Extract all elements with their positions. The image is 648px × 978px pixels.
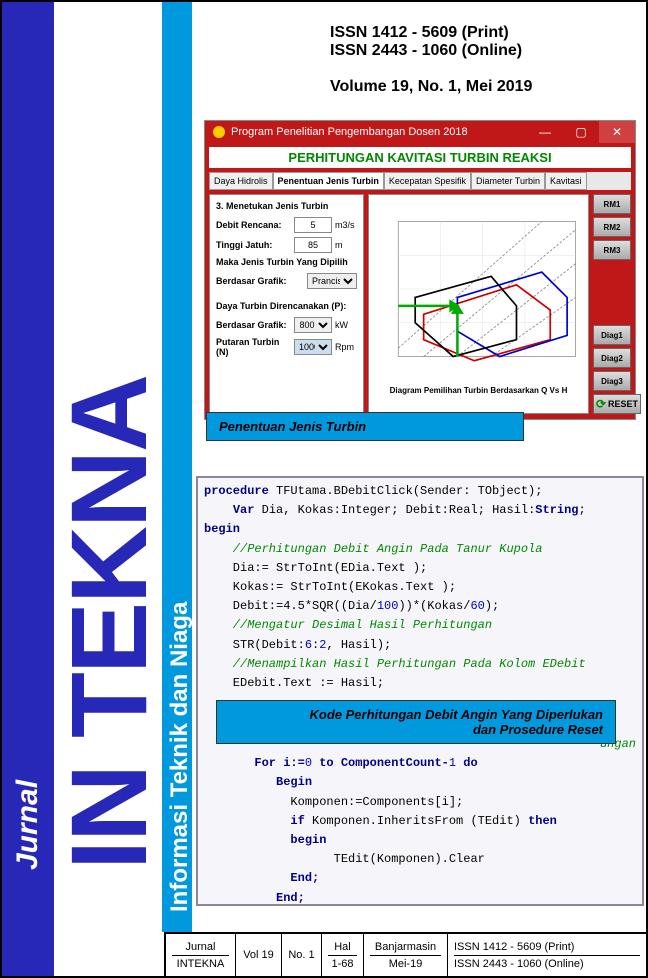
debit-unit: m3/s bbox=[335, 220, 357, 230]
window-controls: — ▢ ✕ bbox=[527, 121, 635, 143]
rm2-button[interactable]: RM2 bbox=[593, 217, 631, 237]
footer-pages: 1-68 bbox=[331, 958, 353, 970]
daya-unit: kW bbox=[335, 320, 357, 330]
tab-daya[interactable]: Daya Hidrolis bbox=[209, 172, 273, 190]
tab-bar: Daya Hidrolis Penentuan Jenis Turbin Kec… bbox=[209, 172, 631, 190]
caption-penentuan: Penentuan Jenis Turbin bbox=[206, 412, 524, 441]
reset-icon: ⟳ bbox=[596, 397, 606, 411]
footer-jurnal: Jurnal bbox=[172, 941, 229, 956]
footer-date: Mei-19 bbox=[389, 958, 423, 970]
window-titlebar: Program Penelitian Pengembangan Dosen 20… bbox=[205, 121, 635, 143]
tinggi-unit: m bbox=[335, 240, 357, 250]
app-heading: PERHITUNGAN KAVITASI TURBIN REAKSI bbox=[209, 147, 631, 168]
issn-print: ISSN 1412 - 5609 (Print) bbox=[330, 24, 630, 42]
tinggi-label: Tinggi Jatuh: bbox=[216, 240, 291, 250]
tab-kavitasi[interactable]: Kavitasi bbox=[545, 172, 587, 190]
tinggi-input[interactable] bbox=[294, 237, 332, 253]
sidebar-subtitle: Informasi Teknik dan Niaga bbox=[166, 602, 194, 912]
chart-panel: Diagram Pemilihan Turbin Berdasarkan Q V… bbox=[368, 194, 589, 414]
putaran-label: Putaran Turbin (N) bbox=[216, 337, 291, 357]
reset-button[interactable]: ⟳RESET bbox=[593, 394, 641, 414]
tab-penentuan[interactable]: Penentuan Jenis Turbin bbox=[273, 172, 384, 190]
sidebar-jurnal-label: Jurnal bbox=[11, 780, 45, 870]
berdasar-select[interactable]: Prancis bbox=[307, 273, 357, 289]
daya-grafik-select[interactable]: 800 bbox=[294, 317, 332, 333]
side-buttons: RM1 RM2 RM3 Diag1 Diag2 Diag3 ⟳RESET bbox=[593, 194, 631, 414]
berdasar-label: Berdasar Grafik: bbox=[216, 276, 304, 286]
minimize-icon[interactable]: — bbox=[527, 121, 563, 143]
form-panel: 3. Menetukan Jenis Turbin Debit Rencana:… bbox=[209, 194, 364, 414]
turbine-chart bbox=[373, 199, 584, 379]
daya-grafik-label: Berdasar Grafik: bbox=[216, 320, 291, 330]
debit-input[interactable] bbox=[294, 217, 332, 233]
close-icon[interactable]: ✕ bbox=[599, 121, 635, 143]
footer-issn-print: ISSN 1412 - 5609 (Print) bbox=[454, 941, 640, 956]
footer-no: No. 1 bbox=[282, 934, 322, 976]
diag3-button[interactable]: Diag3 bbox=[593, 371, 631, 391]
daya-title: Daya Turbin Direncanakan (P): bbox=[216, 301, 357, 311]
form-section-title: 3. Menetukan Jenis Turbin bbox=[216, 201, 357, 211]
footer-intekna: INTEKNA bbox=[177, 958, 225, 970]
footer-vol: Vol 19 bbox=[236, 934, 282, 976]
window-title-text: Program Penelitian Pengembangan Dosen 20… bbox=[231, 126, 468, 138]
header-block: ISSN 1412 - 5609 (Print) ISSN 2443 - 106… bbox=[330, 24, 630, 96]
tab-kecepatan[interactable]: Kecepatan Spesifik bbox=[384, 172, 471, 190]
putaran-select[interactable]: 1000 bbox=[294, 339, 332, 355]
tab-diameter[interactable]: Diameter Turbin bbox=[471, 172, 545, 190]
diag1-button[interactable]: Diag1 bbox=[593, 325, 631, 345]
app-icon bbox=[213, 126, 225, 138]
debit-label: Debit Rencana: bbox=[216, 220, 291, 230]
chart-caption: Diagram Pemilihan Turbin Berdasarkan Q V… bbox=[373, 386, 584, 395]
footer-issn-online: ISSN 2443 - 1060 (Online) bbox=[454, 958, 584, 970]
rm3-button[interactable]: RM3 bbox=[593, 240, 631, 260]
footer-table: Jurnal INTEKNA Vol 19 No. 1 Hal 1-68 Ban… bbox=[164, 932, 646, 976]
rm1-button[interactable]: RM1 bbox=[593, 194, 631, 214]
putaran-unit: Rpm bbox=[335, 342, 357, 352]
issn-online: ISSN 2443 - 1060 (Online) bbox=[330, 42, 630, 60]
diag2-button[interactable]: Diag2 bbox=[593, 348, 631, 368]
code-block: procedure TFUtama.BDebitClick(Sender: TO… bbox=[196, 476, 644, 906]
volume-info: Volume 19, No. 1, Mei 2019 bbox=[330, 78, 630, 96]
window-body: 3. Menetukan Jenis Turbin Debit Rencana:… bbox=[209, 194, 631, 414]
sidebar-intekna-label: IN TEKNA bbox=[55, 20, 163, 870]
maka-label: Maka Jenis Turbin Yang Dipilih bbox=[216, 257, 357, 267]
footer-hal: Hal bbox=[328, 941, 357, 956]
caption-kode: Kode Perhitungan Debit Angin Yang Diperl… bbox=[216, 700, 616, 744]
maximize-icon[interactable]: ▢ bbox=[563, 121, 599, 143]
app-window: Program Penelitian Pengembangan Dosen 20… bbox=[204, 120, 636, 420]
footer-city: Banjarmasin bbox=[370, 941, 441, 956]
